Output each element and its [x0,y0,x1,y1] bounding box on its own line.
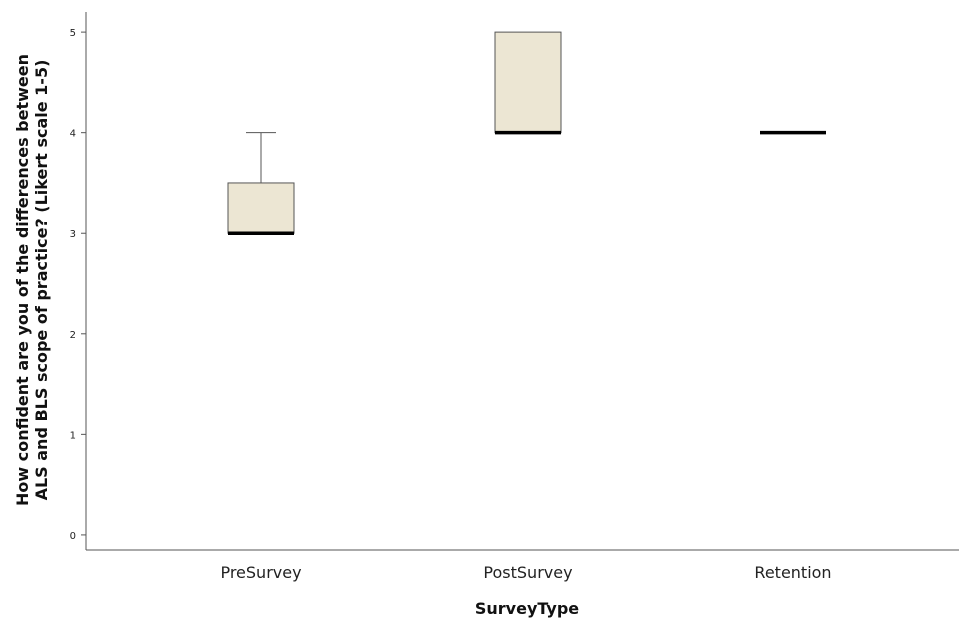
y-tick-label-1: 1 [70,430,76,441]
y-tick-label-3: 3 [70,229,76,240]
y-axis-label-line-2: ALS and BLS scope of practice? (Likert s… [32,60,51,501]
y-tick-label-2: 2 [70,330,76,341]
iqr-box [494,31,562,134]
iqr-box [227,182,295,234]
box-postsurvey [494,31,562,135]
x-tick-label-retention: Retention [754,563,831,582]
box-presurvey [227,132,295,235]
x-tick-label-postsurvey: PostSurvey [483,563,572,582]
boxes [227,31,826,235]
y-axis-label-line-1: How confident are you of the differences… [13,54,32,506]
y-tick-label-5: 5 [70,28,76,39]
y-axis-label: How confident are you of the differences… [13,54,51,506]
x-ticks: PreSurvey PostSurvey Retention [220,563,831,582]
x-axis-label: SurveyType [475,599,579,618]
y-tick-label-4: 4 [70,129,76,140]
x-tick-label-presurvey: PreSurvey [220,563,301,582]
y-tick-label-0: 0 [70,531,76,542]
y-ticks: 0 1 2 3 4 5 [70,28,86,542]
axes [85,12,959,551]
